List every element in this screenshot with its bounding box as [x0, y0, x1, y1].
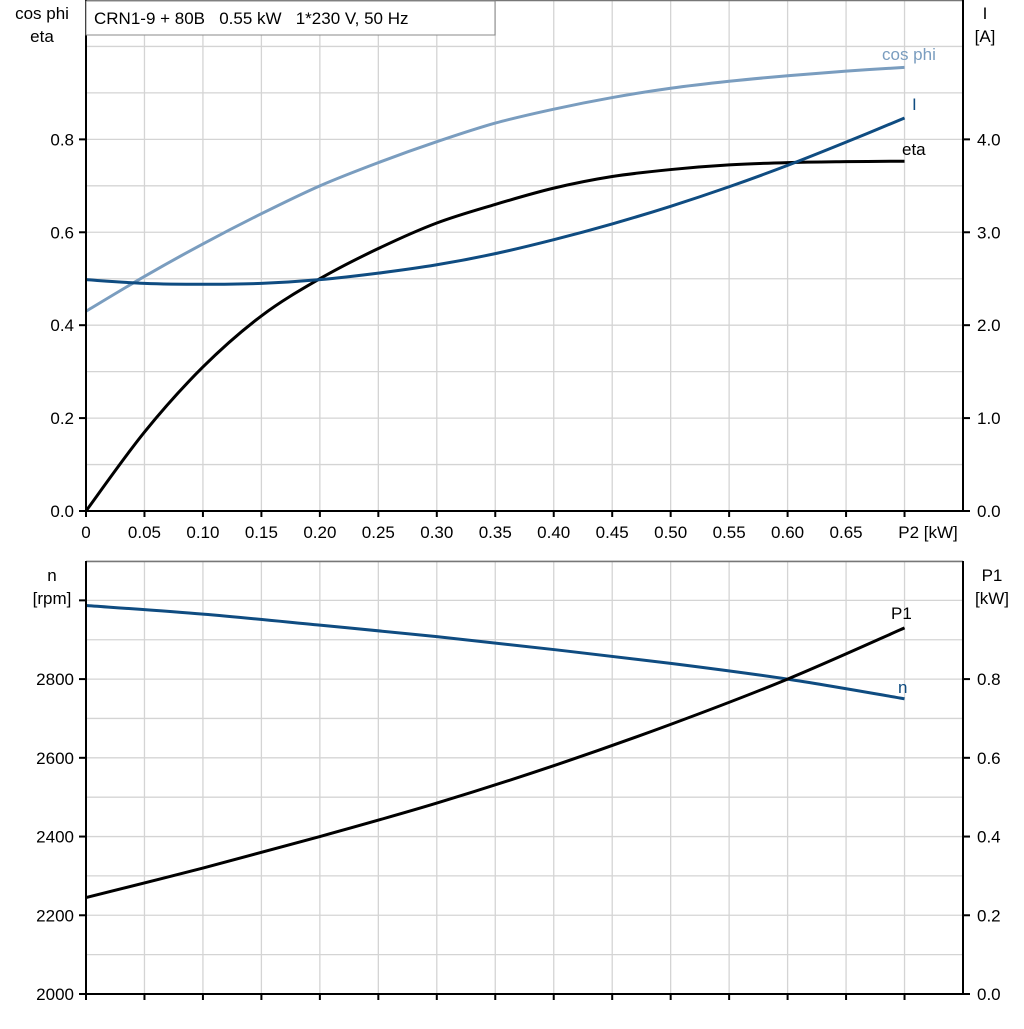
curves — [84, 65, 906, 900]
axes — [79, 0, 970, 1000]
x-axis-tick-label: 0 — [81, 523, 90, 542]
right-axis-tick-label: 0.4 — [977, 828, 1001, 847]
x-axis-tick-label: 0.20 — [303, 523, 336, 542]
right-axis-tick-label: 0.8 — [977, 670, 1001, 689]
top-left-axis-label-2: eta — [30, 27, 54, 46]
x-axis-tick-label: 0.25 — [362, 523, 395, 542]
top-chart-grid — [86, 0, 963, 511]
x-axis-tick-label: 0.60 — [771, 523, 804, 542]
top-left-axis-label-1: cos phi — [15, 4, 69, 23]
series-label-p1: P1 — [891, 604, 912, 623]
x-axis-label: P2 [kW] — [898, 523, 958, 542]
bottom-left-axis-label-2: [rpm] — [33, 589, 72, 608]
left-axis-tick-label: 2800 — [36, 670, 74, 689]
x-axis-tick-label: 0.30 — [420, 523, 453, 542]
x-axis-tick-label: 0.35 — [479, 523, 512, 542]
bottom-right-axis-label-2: [kW] — [975, 589, 1009, 608]
x-axis-tick-label: 0.10 — [186, 523, 219, 542]
x-axis-tick-label: 0.65 — [830, 523, 863, 542]
left-axis-tick-label: 0.6 — [50, 223, 74, 242]
left-axis-tick-label: 0.0 — [50, 502, 74, 521]
curve-i — [85, 116, 906, 286]
right-axis-tick-label: 3.0 — [977, 223, 1001, 242]
series-label-cos-phi: cos phi — [882, 45, 936, 64]
top-right-axis-label-1: I — [983, 4, 988, 23]
left-axis-tick-label: 2600 — [36, 749, 74, 768]
left-axis-tick-label: 2000 — [36, 985, 74, 1004]
x-axis-tick-label: 0.15 — [245, 523, 278, 542]
right-axis-tick-label: 1.0 — [977, 409, 1001, 428]
title-box — [85, 0, 496, 36]
bottom-chart-grid — [86, 560, 963, 994]
right-axis-tick-label: 0.0 — [977, 502, 1001, 521]
series-label-i: I — [912, 95, 917, 114]
right-axis-tick-label: 0.0 — [977, 985, 1001, 1004]
x-axis-tick-label: 0.05 — [128, 523, 161, 542]
chart-title: CRN1-9 + 80B 0.55 kW 1*230 V, 50 Hz — [94, 9, 409, 28]
curve-n — [85, 603, 905, 701]
tick-labels: 0.0 0.2 0.4 0.6 0.8 0.0 1.0 2.0 3.0 4.0 2000 2200 24… — [36, 130, 1000, 1004]
curve-cos-phi — [85, 65, 905, 313]
series-label-n: n — [898, 678, 907, 697]
left-axis-tick-label: 0.4 — [50, 316, 74, 335]
x-axis-tick-label: 0.45 — [596, 523, 629, 542]
top-right-axis-label-2: [A] — [975, 27, 996, 46]
curve-p1 — [85, 626, 906, 900]
series-label-eta: eta — [902, 140, 926, 159]
right-axis-tick-label: 0.6 — [977, 749, 1001, 768]
left-axis-tick-label: 0.2 — [50, 409, 74, 428]
left-axis-tick-label: 0.8 — [50, 130, 74, 149]
left-axis-tick-label: 2200 — [36, 906, 74, 925]
curve-eta — [84, 159, 905, 512]
right-axis-tick-label: 4.0 — [977, 130, 1001, 149]
x-axis-tick-label: 0.40 — [537, 523, 570, 542]
x-axis-tick-label: 0.50 — [654, 523, 687, 542]
left-axis-tick-label: 2400 — [36, 828, 74, 847]
x-axis-tick-label: 0.55 — [713, 523, 746, 542]
bottom-left-axis-label-1: n — [47, 566, 56, 585]
right-axis-tick-label: 0.2 — [977, 906, 1001, 925]
bottom-right-axis-label-1: P1 — [982, 566, 1003, 585]
right-axis-tick-label: 2.0 — [977, 316, 1001, 335]
